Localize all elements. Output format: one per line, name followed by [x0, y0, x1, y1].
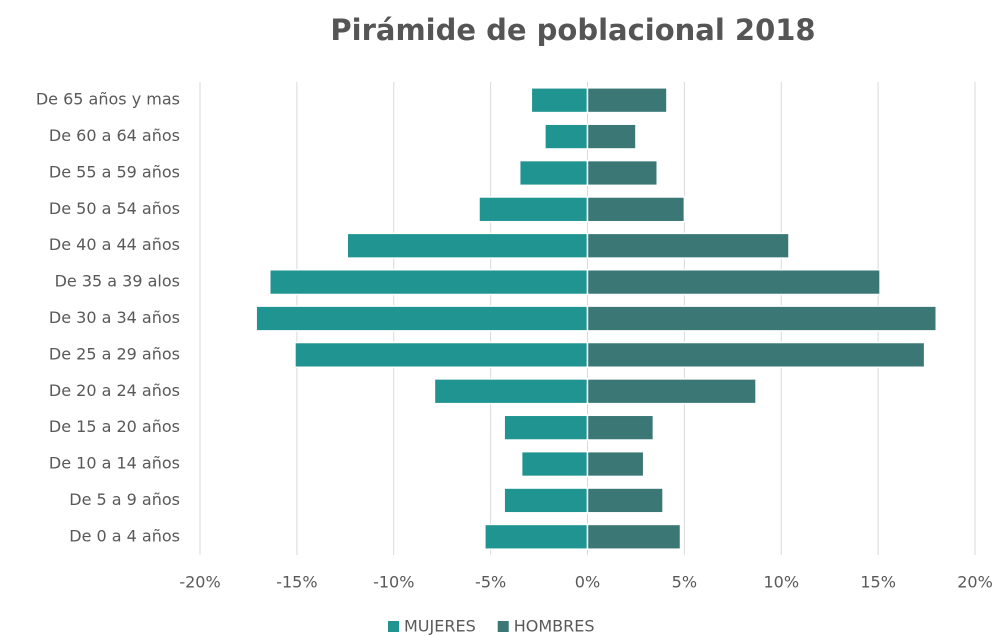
y-tick-label: De 15 a 20 años [49, 417, 180, 436]
x-tick-label: 5% [672, 573, 697, 592]
x-tick-label: 10% [763, 573, 799, 592]
y-tick-label: De 10 a 14 años [49, 454, 180, 473]
y-tick-label: De 20 a 24 años [49, 381, 180, 400]
bar [586, 341, 926, 369]
bar [586, 87, 668, 114]
bar [255, 305, 589, 332]
y-tick-label: De 5 a 9 años [69, 490, 180, 509]
y-tick-label: De 65 años y mas [36, 90, 180, 109]
y-tick-label: De 40 a 44 años [49, 235, 180, 254]
x-tick-label: -20% [179, 573, 220, 592]
bar [530, 87, 589, 114]
bar [586, 305, 937, 332]
legend-swatch [388, 621, 399, 632]
bar [586, 268, 881, 296]
bar [503, 487, 589, 514]
x-tick-label: 0% [575, 573, 600, 592]
x-tick-label: -10% [373, 573, 414, 592]
bar [586, 450, 645, 478]
bar [586, 196, 686, 223]
bar [586, 487, 664, 514]
legend-label: HOMBRES [514, 617, 595, 636]
bar [586, 159, 658, 187]
y-tick-label: De 60 a 64 años [49, 126, 180, 145]
x-tick-label: -5% [475, 573, 506, 592]
y-tick-label: De 25 a 29 años [49, 344, 180, 363]
bar [586, 123, 637, 150]
bar [544, 123, 589, 150]
y-tick-label: De 50 a 54 años [49, 199, 180, 218]
chart-title: Pirámide de poblacional 2018 [330, 13, 815, 47]
bar [503, 414, 589, 441]
x-tick-label: -15% [276, 573, 317, 592]
bar [518, 159, 589, 187]
bar [586, 523, 682, 550]
bar [520, 450, 589, 478]
x-tick-label: 20% [957, 573, 993, 592]
x-tick-label: 15% [860, 573, 896, 592]
bar [294, 341, 589, 369]
bar [478, 196, 589, 223]
y-tick-label: De 30 a 34 años [49, 308, 180, 327]
bar [269, 268, 589, 296]
y-tick-label: De 35 a 39 alos [55, 272, 180, 291]
y-tick-label: De 0 a 4 años [69, 526, 180, 545]
bar [586, 414, 655, 441]
bar [586, 232, 790, 259]
legend-swatch [497, 621, 509, 632]
bar [484, 523, 589, 550]
y-tick-label: De 55 a 59 años [49, 162, 180, 181]
bar [586, 378, 757, 405]
bar [346, 232, 589, 259]
bar [433, 378, 589, 405]
legend-label: MUJERES [404, 617, 476, 636]
